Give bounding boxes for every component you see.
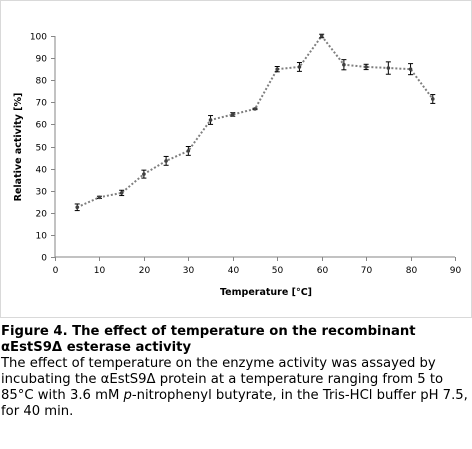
x-tick-label: 60 [317, 266, 329, 276]
caption-title: Figure 4. The effect of temperature on t… [1, 324, 416, 355]
data-point [186, 149, 191, 153]
y-axis-title: Relative activity [%] [13, 93, 24, 202]
data-point [319, 34, 324, 38]
x-axis-title: Temperature [°C] [220, 287, 312, 298]
data-series [74, 33, 436, 212]
y-tick-label: 80 [36, 77, 48, 87]
caption-body-start: The effect of temperature on the enzyme … [1, 356, 444, 403]
temperature-activity-chart: 0 10 20 30 40 50 60 70 80 90 100 0 10 20 30 40 50 60 70 80 9… [0, 0, 472, 318]
x-tick-label: 30 [183, 266, 195, 276]
x-tick-label: 20 [139, 266, 151, 276]
x-tick-label: 40 [228, 266, 240, 276]
data-point [230, 112, 235, 117]
x-tick-label: 10 [94, 266, 106, 276]
x-tick-label: 80 [406, 266, 418, 276]
data-point [75, 205, 80, 210]
data-point [430, 97, 435, 101]
data-point [364, 65, 368, 69]
y-tick-label: 100 [30, 33, 47, 43]
data-point [142, 172, 146, 176]
data-point [253, 107, 257, 111]
y-tick-label: 70 [36, 99, 48, 109]
data-point [97, 195, 102, 200]
data-point [119, 191, 124, 195]
x-tick-label: 0 [53, 266, 59, 276]
data-point [275, 67, 280, 71]
y-tick-label: 20 [36, 210, 48, 220]
y-tick-label: 30 [36, 188, 48, 198]
x-tick-label: 50 [272, 266, 284, 276]
chart-border [0, 0, 472, 318]
y-tick-label: 10 [36, 232, 48, 242]
data-point [408, 67, 413, 71]
y-tick-label: 40 [36, 166, 48, 176]
caption-body-italic: p [123, 388, 132, 403]
data-point [386, 66, 391, 70]
caption-body-end: -nitrophenyl butyrate, in the Tris-HCl b… [1, 388, 468, 419]
y-tick-label: 0 [41, 254, 47, 264]
data-point [208, 118, 213, 122]
tick-labels: 0 10 20 30 40 50 60 70 80 90 100 0 10 20 30 40 50 60 70 80 9… [30, 33, 462, 277]
y-tick-label: 60 [36, 121, 48, 131]
caption-body: The effect of temperature on the enzyme … [1, 356, 469, 420]
axes [51, 36, 456, 261]
data-point [297, 65, 302, 69]
x-tick-label: 70 [361, 266, 373, 276]
y-tick-label: 50 [36, 144, 48, 154]
x-tick-label: 90 [450, 266, 462, 276]
data-point [342, 62, 346, 67]
figure-caption: Figure 4. The effect of temperature on t… [1, 324, 469, 420]
chart-frame: 0 10 20 30 40 50 60 70 80 90 100 0 10 20 30 40 50 60 70 80 9… [0, 0, 472, 318]
y-tick-label: 90 [36, 55, 48, 65]
data-point [164, 159, 168, 163]
